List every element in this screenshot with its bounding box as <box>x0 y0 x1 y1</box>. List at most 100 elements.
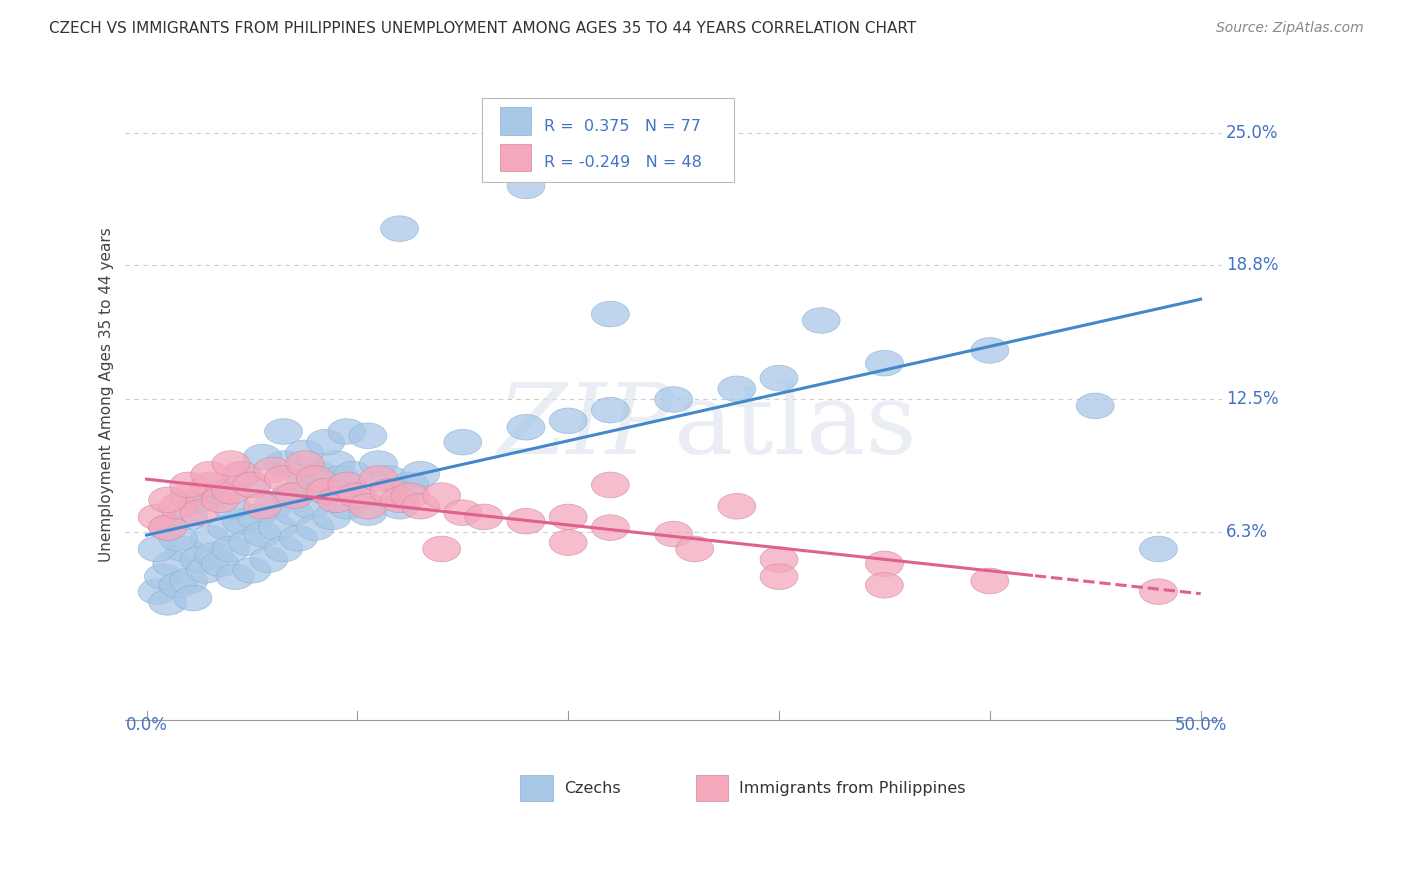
Y-axis label: Unemployment Among Ages 35 to 44 years: Unemployment Among Ages 35 to 44 years <box>100 227 114 562</box>
Text: R = -0.249   N = 48: R = -0.249 N = 48 <box>544 154 702 169</box>
Ellipse shape <box>866 551 904 577</box>
Ellipse shape <box>233 558 271 583</box>
Ellipse shape <box>159 573 197 598</box>
Ellipse shape <box>307 478 344 504</box>
Ellipse shape <box>149 590 187 615</box>
Ellipse shape <box>866 573 904 598</box>
Ellipse shape <box>212 450 250 476</box>
Ellipse shape <box>238 504 276 530</box>
Text: CZECH VS IMMIGRANTS FROM PHILIPPINES UNEMPLOYMENT AMONG AGES 35 TO 44 YEARS CORR: CZECH VS IMMIGRANTS FROM PHILIPPINES UNE… <box>49 21 917 36</box>
Text: Immigrants from Philippines: Immigrants from Philippines <box>740 780 966 796</box>
Ellipse shape <box>174 585 212 611</box>
Ellipse shape <box>1076 393 1114 418</box>
Ellipse shape <box>318 450 356 476</box>
Text: 0.0%: 0.0% <box>125 715 167 733</box>
Ellipse shape <box>444 429 482 455</box>
Ellipse shape <box>339 483 377 508</box>
Ellipse shape <box>201 551 239 577</box>
Ellipse shape <box>297 515 335 541</box>
Ellipse shape <box>360 466 398 491</box>
Ellipse shape <box>201 487 239 513</box>
Ellipse shape <box>180 487 218 513</box>
Ellipse shape <box>254 457 292 483</box>
Ellipse shape <box>191 525 229 551</box>
Ellipse shape <box>170 483 208 508</box>
Ellipse shape <box>180 547 218 573</box>
Ellipse shape <box>370 466 408 491</box>
Ellipse shape <box>1139 579 1177 605</box>
Ellipse shape <box>153 551 191 577</box>
Ellipse shape <box>250 547 288 573</box>
Ellipse shape <box>217 564 254 590</box>
Ellipse shape <box>187 558 225 583</box>
Ellipse shape <box>676 536 714 562</box>
Ellipse shape <box>550 408 588 434</box>
Ellipse shape <box>285 450 323 476</box>
Ellipse shape <box>271 483 309 508</box>
Ellipse shape <box>1139 536 1177 562</box>
Ellipse shape <box>423 536 461 562</box>
Ellipse shape <box>301 461 339 487</box>
Ellipse shape <box>285 472 323 498</box>
Text: Source: ZipAtlas.com: Source: ZipAtlas.com <box>1216 21 1364 35</box>
Ellipse shape <box>159 525 197 551</box>
Text: 12.5%: 12.5% <box>1226 391 1278 409</box>
Ellipse shape <box>970 568 1008 594</box>
Ellipse shape <box>195 542 233 568</box>
Ellipse shape <box>360 450 398 476</box>
Ellipse shape <box>550 504 588 530</box>
Ellipse shape <box>222 508 260 534</box>
Ellipse shape <box>318 487 356 513</box>
Ellipse shape <box>718 376 756 401</box>
Text: 6.3%: 6.3% <box>1226 523 1268 541</box>
Ellipse shape <box>159 493 197 519</box>
Ellipse shape <box>761 366 799 391</box>
Text: ZIP: ZIP <box>498 379 673 475</box>
Ellipse shape <box>444 500 482 525</box>
Ellipse shape <box>212 478 250 504</box>
Ellipse shape <box>191 461 229 487</box>
Text: R =  0.375   N = 77: R = 0.375 N = 77 <box>544 120 702 135</box>
Text: 25.0%: 25.0% <box>1226 124 1278 142</box>
Ellipse shape <box>264 536 302 562</box>
Ellipse shape <box>508 415 546 440</box>
Ellipse shape <box>465 504 503 530</box>
Ellipse shape <box>254 493 292 519</box>
Ellipse shape <box>243 521 281 547</box>
Ellipse shape <box>138 579 176 605</box>
Ellipse shape <box>149 515 187 541</box>
Ellipse shape <box>212 493 250 519</box>
Ellipse shape <box>508 173 546 199</box>
Text: 18.8%: 18.8% <box>1226 256 1278 274</box>
Ellipse shape <box>328 472 366 498</box>
Ellipse shape <box>222 461 260 487</box>
Ellipse shape <box>402 461 440 487</box>
Ellipse shape <box>259 515 297 541</box>
Text: 50.0%: 50.0% <box>1174 715 1227 733</box>
Ellipse shape <box>349 423 387 449</box>
Ellipse shape <box>201 478 239 504</box>
Ellipse shape <box>276 500 314 525</box>
Ellipse shape <box>423 483 461 508</box>
Ellipse shape <box>191 483 229 508</box>
Ellipse shape <box>170 472 208 498</box>
Ellipse shape <box>335 461 373 487</box>
Ellipse shape <box>322 466 360 491</box>
Ellipse shape <box>145 564 183 590</box>
Ellipse shape <box>314 504 352 530</box>
Ellipse shape <box>292 493 330 519</box>
Ellipse shape <box>349 493 387 519</box>
Text: Czechs: Czechs <box>564 780 620 796</box>
Ellipse shape <box>307 478 344 504</box>
Ellipse shape <box>970 337 1008 363</box>
Ellipse shape <box>243 444 281 470</box>
FancyBboxPatch shape <box>501 107 531 135</box>
Ellipse shape <box>233 472 271 498</box>
FancyBboxPatch shape <box>696 775 728 801</box>
Ellipse shape <box>391 483 429 508</box>
Ellipse shape <box>592 472 630 498</box>
Ellipse shape <box>191 472 229 498</box>
Ellipse shape <box>339 483 377 508</box>
Ellipse shape <box>508 508 546 534</box>
Ellipse shape <box>208 515 246 541</box>
